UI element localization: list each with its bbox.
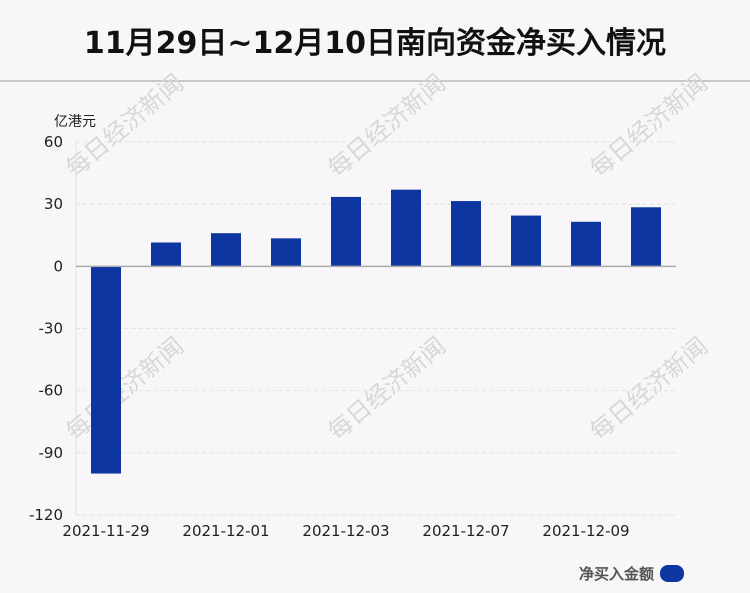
- watermark-text: 每日经济新闻: [323, 332, 451, 446]
- y-tick-label: -120: [29, 506, 63, 524]
- bar: [91, 266, 121, 474]
- bar: [331, 196, 361, 267]
- watermark-text: 每日经济新闻: [323, 69, 451, 183]
- y-tick-label: 60: [44, 133, 63, 151]
- watermark-text: 每日经济新闻: [585, 69, 713, 183]
- x-tick-label: 2021-12-07: [422, 522, 509, 540]
- x-tick-label: 2021-12-09: [542, 522, 629, 540]
- bar: [511, 215, 541, 267]
- bar: [271, 238, 301, 267]
- bar: [391, 189, 421, 267]
- bar: [211, 233, 241, 267]
- bar: [451, 201, 481, 267]
- x-tick-labels: 2021-11-29 2021-12-01 2021-12-03 2021-12-07…: [62, 522, 629, 540]
- legend-swatch: [660, 565, 684, 582]
- title-divider: [0, 80, 750, 82]
- x-tick-label: 2021-12-01: [182, 522, 269, 540]
- grid-lines: [76, 141, 676, 516]
- bar: [151, 242, 181, 267]
- axes: [75, 142, 676, 515]
- y-axis-label: 亿港元: [54, 114, 96, 130]
- y-tick-label: -30: [39, 320, 64, 338]
- bar: [571, 221, 601, 267]
- y-tick-label: -60: [39, 382, 64, 400]
- y-tick-label: -90: [39, 444, 64, 462]
- watermark-text: 每日经济新闻: [61, 332, 189, 446]
- bar: [631, 207, 661, 267]
- x-tick-label: 2021-11-29: [62, 522, 149, 540]
- y-tick-label: 0: [53, 257, 63, 275]
- y-tick-labels: 60 30 0 -30 -60 -90 -120: [29, 133, 63, 524]
- bars: [91, 189, 661, 474]
- watermark-text: 每日经济新闻: [585, 332, 713, 446]
- chart-title: 11月29日~12月10日南向资金净买入情况: [83, 26, 667, 61]
- legend-label: 净买入金额: [578, 565, 654, 583]
- x-tick-label: 2021-12-03: [302, 522, 389, 540]
- legend: 净买入金额: [579, 563, 684, 584]
- y-tick-label: 30: [44, 195, 63, 213]
